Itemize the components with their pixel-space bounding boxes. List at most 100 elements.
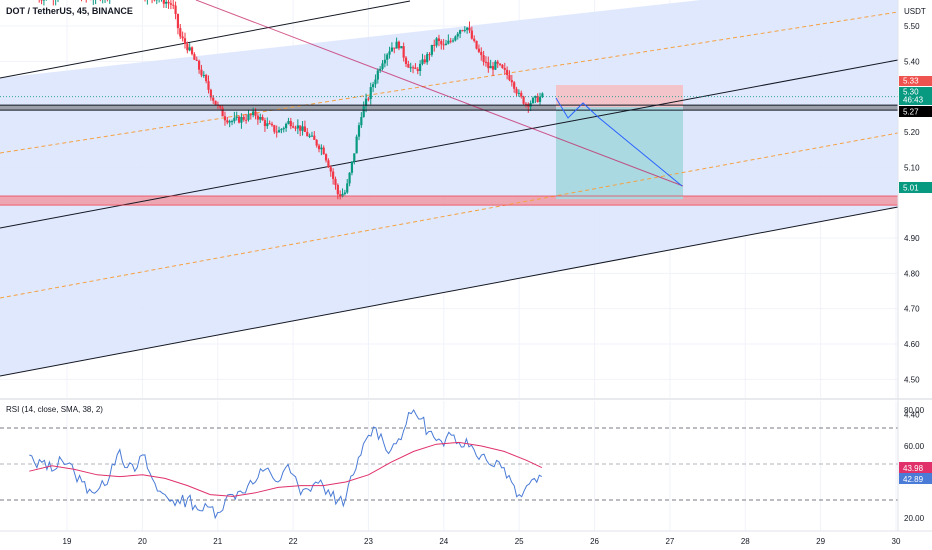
candle-body bbox=[489, 66, 492, 69]
time-tick-label: 26 bbox=[590, 537, 599, 546]
candle-body bbox=[214, 100, 217, 105]
candle-body bbox=[461, 30, 464, 32]
price-tick-label: 5.10 bbox=[904, 163, 920, 172]
candle-body bbox=[280, 129, 283, 131]
rsi-pane[interactable] bbox=[0, 401, 898, 531]
candle-body bbox=[320, 147, 323, 150]
candle-body bbox=[165, 1, 168, 4]
candle-body bbox=[353, 153, 356, 162]
rsi-sma-badge-bg bbox=[899, 462, 932, 473]
candle-body bbox=[536, 96, 539, 102]
candle-body bbox=[451, 40, 455, 42]
candle-body bbox=[174, 5, 177, 14]
candles-layer[interactable] bbox=[36, 0, 544, 200]
candle-body bbox=[522, 96, 525, 104]
channel-upper-line bbox=[0, 0, 411, 79]
candle-body bbox=[491, 66, 495, 70]
candle-body bbox=[510, 80, 513, 83]
candle-body bbox=[200, 69, 203, 76]
price-tick-label: 5.50 bbox=[904, 22, 920, 31]
candle-body bbox=[167, 1, 170, 4]
candle-body bbox=[235, 116, 238, 118]
time-axis[interactable]: 19 20 21 22 23 24 25 26 27 28 29 30 bbox=[63, 537, 901, 546]
candle-body bbox=[447, 40, 450, 44]
candle-body bbox=[411, 67, 415, 69]
candle-body bbox=[473, 38, 476, 41]
candle-body bbox=[362, 106, 365, 118]
candle-body bbox=[183, 38, 187, 44]
time-tick-label: 27 bbox=[665, 537, 674, 546]
candle-body bbox=[348, 172, 351, 184]
candle-body bbox=[435, 38, 438, 46]
candle-body bbox=[409, 67, 412, 69]
candle-body bbox=[508, 74, 511, 81]
candle-body bbox=[414, 67, 417, 70]
candle-body bbox=[538, 96, 542, 102]
candle-body bbox=[275, 131, 278, 133]
candle-body bbox=[376, 70, 379, 80]
candle-body bbox=[470, 30, 473, 39]
overlay-layer[interactable] bbox=[0, 96, 898, 206]
time-tick-label: 28 bbox=[741, 537, 750, 546]
candle-body bbox=[277, 130, 281, 133]
candle-body bbox=[336, 184, 339, 195]
last-price-badge: 5.30 bbox=[903, 88, 919, 97]
candle-body bbox=[437, 38, 441, 42]
time-tick-label: 30 bbox=[892, 537, 901, 546]
candle-body bbox=[263, 120, 267, 127]
candle-body bbox=[379, 68, 382, 71]
candle-body bbox=[454, 36, 457, 41]
candle-body bbox=[221, 107, 224, 117]
candle-body bbox=[223, 116, 227, 121]
rsi-sma-badge: 43.98 bbox=[903, 464, 924, 473]
candle-body bbox=[240, 116, 243, 123]
candle-body bbox=[228, 121, 231, 123]
candle-body bbox=[449, 40, 452, 42]
candle-body bbox=[256, 115, 259, 120]
time-tick-label: 21 bbox=[213, 537, 222, 546]
bar-countdown-badge-bg bbox=[899, 96, 932, 105]
rsi-sma-line bbox=[29, 441, 543, 497]
candle-body bbox=[310, 135, 314, 137]
candle-body bbox=[355, 136, 358, 154]
candle-body bbox=[482, 55, 485, 62]
candle-body bbox=[419, 63, 422, 71]
candle-body bbox=[252, 111, 255, 116]
price-tick-label: 4.60 bbox=[904, 340, 920, 349]
candle-body bbox=[324, 154, 328, 161]
candle-body bbox=[421, 59, 424, 64]
candle-body bbox=[266, 123, 269, 127]
candle-body bbox=[407, 64, 410, 68]
candle-body bbox=[179, 28, 182, 37]
candle-body bbox=[524, 103, 528, 105]
candle-body bbox=[487, 62, 490, 69]
candle-body bbox=[205, 74, 208, 82]
candle-body bbox=[242, 116, 245, 120]
candle-body bbox=[506, 69, 509, 75]
candle-body bbox=[237, 116, 241, 123]
candle-body bbox=[282, 128, 285, 130]
price-tick-label: 4.50 bbox=[904, 375, 920, 384]
candle-body bbox=[284, 123, 288, 129]
time-tick-label: 22 bbox=[289, 537, 298, 546]
candle-body bbox=[426, 54, 429, 63]
candle-body bbox=[463, 29, 466, 31]
take-profit-zone bbox=[556, 107, 683, 200]
candle-body bbox=[303, 126, 307, 132]
channel-lower-line bbox=[0, 206, 898, 377]
price-axis[interactable]: 5.50 5.40 5.20 5.10 4.90 4.80 4.70 4.60 4.50 4.40… bbox=[904, 22, 925, 523]
candle-body bbox=[207, 81, 210, 90]
candle-body bbox=[249, 114, 252, 116]
candle-body bbox=[313, 135, 316, 140]
candle-body bbox=[430, 44, 433, 55]
candle-body bbox=[517, 92, 520, 94]
candle-body bbox=[386, 54, 389, 60]
candle-body bbox=[190, 47, 194, 55]
price-tick-label: 4.70 bbox=[904, 305, 920, 314]
drawings-layer[interactable] bbox=[0, 0, 898, 377]
candle-body bbox=[172, 4, 175, 6]
candle-body bbox=[268, 123, 271, 125]
candle-body bbox=[322, 147, 325, 155]
candle-body bbox=[176, 13, 180, 29]
